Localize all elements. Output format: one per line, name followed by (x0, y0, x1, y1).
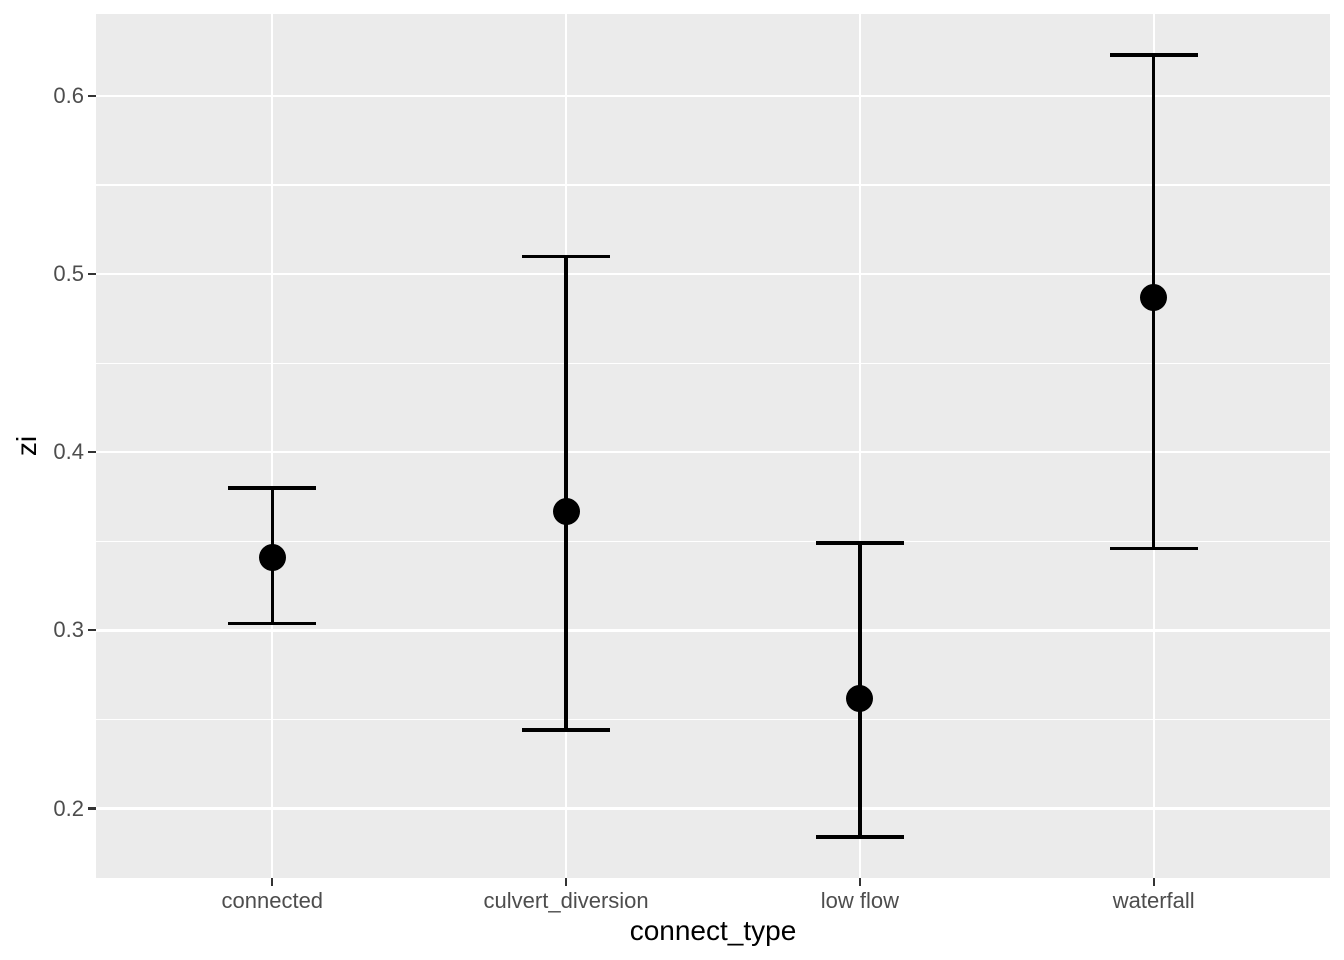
y-tick-mark (88, 451, 96, 454)
y-tick-mark (88, 94, 96, 98)
y-minor-gridline (96, 184, 1330, 186)
y-tick-mark (88, 807, 96, 810)
point-estimate (1140, 283, 1168, 311)
errorbar-cap (228, 486, 317, 490)
errorbar-cap (1109, 53, 1198, 57)
x-major-gridline (858, 14, 862, 878)
errorbar-cap (522, 728, 611, 732)
x-tick-mark (564, 878, 568, 886)
errorbar-line (564, 256, 568, 731)
errorbar-cap (1109, 546, 1198, 551)
y-tick-label: 0.5 (53, 261, 84, 287)
y-tick-label: 0.6 (53, 82, 84, 108)
y-major-gridline (96, 451, 1330, 454)
errorbar-cap (815, 541, 904, 545)
y-tick-mark (88, 272, 96, 276)
errorbar-cap (815, 835, 904, 839)
y-minor-gridline (96, 362, 1330, 364)
y-major-gridline (96, 94, 1330, 98)
y-tick-label: 0.3 (53, 617, 84, 643)
y-tick-mark (88, 629, 96, 632)
x-tick-mark (271, 878, 274, 886)
y-minor-gridline (96, 718, 1330, 721)
errorbar-cap (228, 621, 317, 625)
y-major-gridline (96, 807, 1330, 810)
point-estimate (846, 684, 874, 712)
x-axis-title: connect_type (629, 915, 797, 946)
x-tick-mark (1152, 878, 1155, 886)
x-tick-label: waterfall (1112, 888, 1195, 913)
errorbar-cap (522, 254, 611, 258)
x-tick-label: connected (221, 888, 324, 913)
y-major-gridline (96, 629, 1330, 632)
x-tick-mark (858, 878, 861, 886)
y-minor-gridline (96, 540, 1330, 542)
point-estimate (258, 543, 286, 571)
x-major-gridline (271, 14, 274, 878)
x-tick-label: low flow (820, 888, 900, 913)
y-major-gridline (96, 272, 1330, 276)
y-tick-label: 0.4 (53, 439, 84, 465)
y-tick-label: 0.2 (53, 795, 84, 821)
point-estimate (552, 497, 580, 525)
plot-panel (96, 14, 1330, 878)
x-tick-label: culvert_diversion (483, 888, 649, 913)
